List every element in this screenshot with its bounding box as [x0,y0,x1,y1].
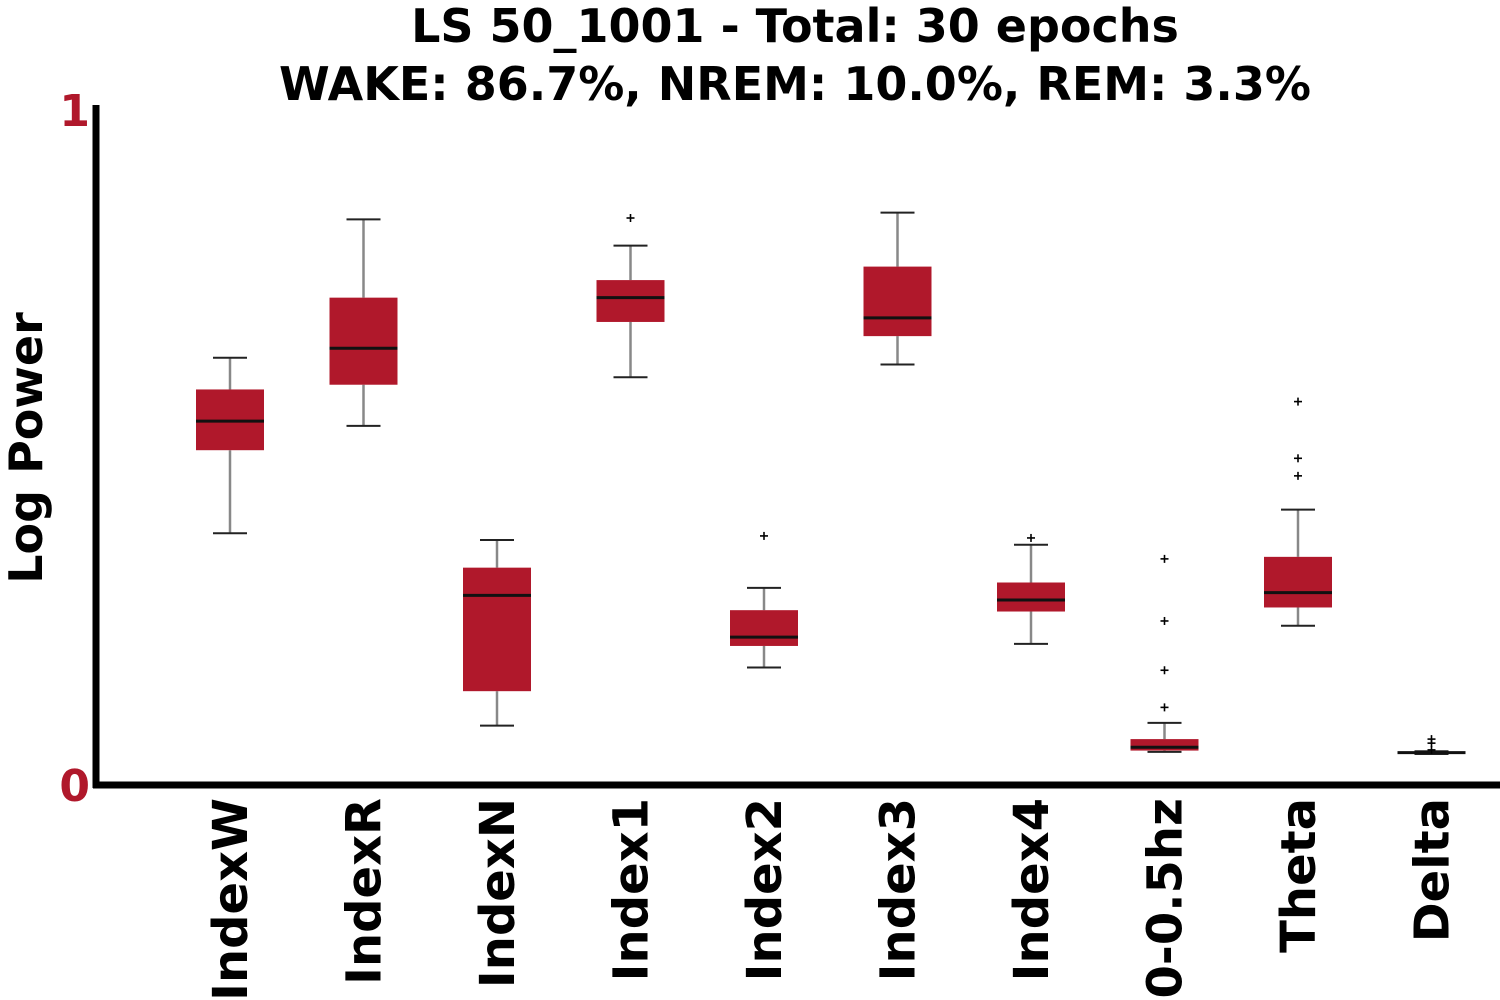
y-tick-label: 0 [59,761,90,812]
box-iqr [596,280,665,322]
box-group-indexn [463,538,531,727]
x-tick-label: IndexR [337,798,393,985]
x-tick-label: Index2 [737,798,793,981]
x-tick-label: Index3 [871,798,927,981]
box-group-index3 [863,211,932,366]
box-group-theta [1264,397,1332,627]
y-axis-label: Log Power [0,312,53,584]
box-iqr [1264,556,1332,608]
outlier-marker [1294,397,1302,406]
x-tick-label: IndexN [470,798,526,988]
box-iqr [730,610,798,646]
box-iqr [463,567,531,692]
outlier-marker [1160,703,1169,712]
box-group-indexr [329,218,398,427]
outlier-marker [1160,616,1169,625]
x-tick-label: 0-0.5hz [1138,798,1194,998]
outlier-marker [1294,471,1302,480]
box-iqr [1130,739,1199,751]
outlier-marker [1160,666,1169,675]
box-group-delta [1397,735,1466,755]
box-group-index1 [596,214,665,379]
x-tick-label: Delta [1405,798,1461,942]
outlier-marker [1160,554,1169,563]
outlier-marker [1294,454,1302,463]
y-tick-label: 1 [59,86,90,137]
box-group-indexw [196,356,264,535]
box-group-0-0-5hz [1130,554,1199,753]
chart-title-line1: LS 50_1001 - Total: 30 epochs [411,0,1179,53]
x-tick-label: Theta [1271,798,1327,953]
x-tick-label: Index1 [604,798,660,981]
box-group-index2 [730,531,798,669]
box-iqr [997,582,1065,612]
box-iqr [863,266,932,337]
x-tick-label: Index4 [1004,798,1060,981]
outlier-marker [626,214,635,222]
outlier-marker [1427,735,1436,744]
x-tick-label: IndexW [203,798,259,1000]
box-group-index4 [997,533,1065,645]
box-iqr [329,297,398,385]
outlier-marker [760,531,768,540]
chart-title-line2: WAKE: 86.7%, NREM: 10.0%, REM: 3.3% [279,57,1311,111]
outlier-marker [1027,533,1035,542]
plot-area [196,211,1466,755]
outlier-marker [1427,745,1436,754]
